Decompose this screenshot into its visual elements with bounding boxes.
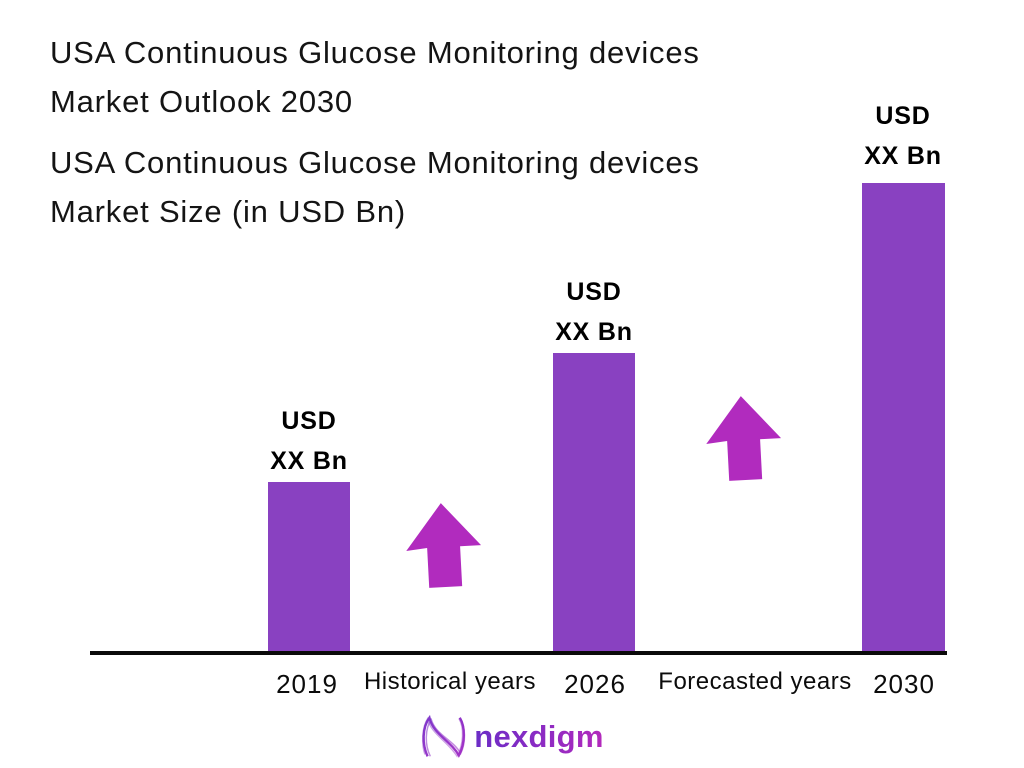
bar-value-label-2026: USD XX Bn	[494, 272, 694, 352]
bar-2019	[268, 482, 350, 653]
nexdigm-logo: nexdigm	[420, 714, 604, 760]
chart-subtitle-line2: Market Size (in USD Bn)	[50, 194, 407, 229]
x-tick-2026: 2026	[564, 669, 626, 699]
bar-value-label-2026-amount: XX Bn	[555, 318, 633, 346]
growth-arrow-up-icon-shape	[406, 503, 482, 588]
x-tick-2030: 2030	[873, 669, 935, 699]
bar-value-label-2019-currency: USD	[281, 407, 337, 435]
chart-subtitle-line1: USA Continuous Glucose Monitoring device…	[50, 145, 700, 180]
nexdigm-logo-text: nexdigm	[474, 719, 604, 754]
chart-title-line2: Market Outlook 2030	[50, 84, 353, 119]
growth-arrow-up-icon	[406, 503, 482, 588]
x-label-forecasted-years: Forecasted years	[658, 668, 852, 695]
bar-2030	[862, 183, 945, 653]
chart-title-line1: USA Continuous Glucose Monitoring device…	[50, 35, 700, 70]
x-label-historical-years: Historical years	[363, 668, 537, 695]
growth-arrow-up-icon	[706, 396, 782, 481]
bar-value-label-2030: USD XX Bn	[803, 96, 1003, 176]
bar-value-label-2030-amount: XX Bn	[864, 142, 942, 170]
growth-arrow-up-icon-shape	[706, 396, 782, 481]
chart-title: USA Continuous Glucose Monitoring device…	[50, 28, 700, 126]
bar-value-label-2019: USD XX Bn	[209, 401, 409, 481]
x-tick-2019: 2019	[276, 669, 338, 699]
x-axis-line	[90, 651, 947, 655]
chart-subtitle: USA Continuous Glucose Monitoring device…	[50, 138, 700, 236]
nexdigm-logo-icon-waves	[421, 714, 466, 758]
bar-value-label-2026-currency: USD	[566, 278, 622, 306]
bar-value-label-2030-currency: USD	[875, 102, 931, 130]
nexdigm-logo-icon	[421, 714, 466, 758]
bar-value-label-2019-amount: XX Bn	[270, 447, 348, 475]
bar-2026	[553, 353, 635, 653]
